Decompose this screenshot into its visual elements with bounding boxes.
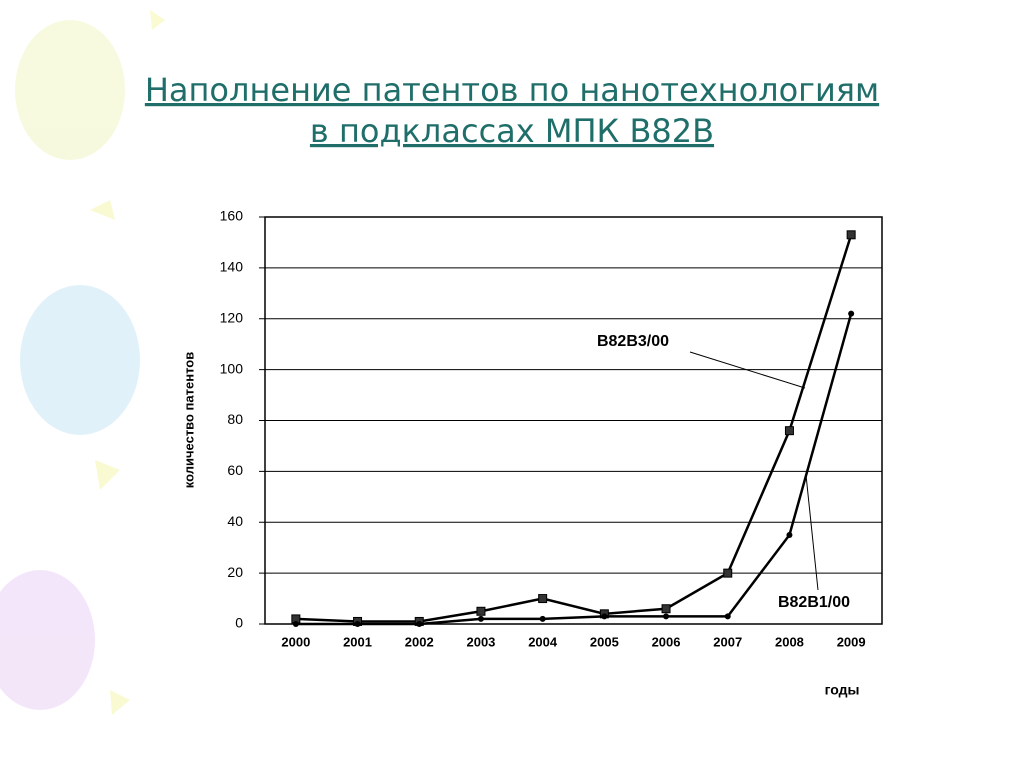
background-decor	[0, 10, 165, 715]
x-tick-label: 2001	[343, 634, 372, 649]
title-line: в подклассах МПК B82B	[310, 112, 714, 150]
y-tick-label: 140	[220, 259, 244, 275]
x-tick-label: 2009	[837, 634, 866, 649]
data-point	[292, 621, 299, 627]
data-point	[416, 621, 423, 627]
x-tick-label: 2007	[713, 634, 742, 649]
series-annotation: B82B1/00	[778, 594, 850, 611]
y-tick-label: 120	[220, 309, 244, 325]
leader-line	[805, 474, 819, 591]
data-point	[784, 426, 794, 436]
data-point	[476, 606, 486, 616]
y-tick-label: 60	[227, 462, 243, 478]
data-point	[354, 621, 361, 627]
data-point	[538, 594, 548, 604]
data-point	[477, 615, 484, 622]
y-tick-label: 100	[220, 360, 244, 376]
x-tick-label: 2003	[466, 634, 495, 649]
data-point	[661, 604, 671, 614]
plot-frame	[264, 216, 883, 625]
title-line: Наполнение патентов по нанотехнологиям	[145, 71, 879, 109]
x-tick-label: 2002	[405, 634, 434, 649]
x-axis-label: годы	[825, 682, 860, 698]
data-point	[539, 615, 546, 622]
y-tick-label: 80	[227, 411, 243, 427]
x-tick-label: 2008	[775, 634, 804, 649]
y-tick-label: 0	[235, 615, 243, 631]
y-tick-label: 160	[220, 208, 244, 224]
y-tick-label: 40	[227, 513, 243, 529]
data-point	[724, 613, 731, 620]
x-tick-label: 2004	[528, 634, 558, 649]
data-point	[663, 613, 670, 620]
y-tick-label: 20	[227, 564, 243, 580]
y-axis-label: количество патентов	[181, 352, 196, 488]
data-point	[786, 531, 793, 538]
series-line	[295, 234, 853, 623]
data-point	[723, 568, 733, 578]
data-point	[848, 310, 855, 317]
series-line	[295, 313, 853, 626]
x-tick-label: 2000	[281, 634, 310, 649]
series-annotation: B82B3/00	[597, 333, 669, 350]
x-tick-label: 2006	[652, 634, 681, 649]
data-point	[601, 613, 608, 620]
data-point	[846, 230, 856, 240]
x-tick-label: 2005	[590, 634, 619, 649]
